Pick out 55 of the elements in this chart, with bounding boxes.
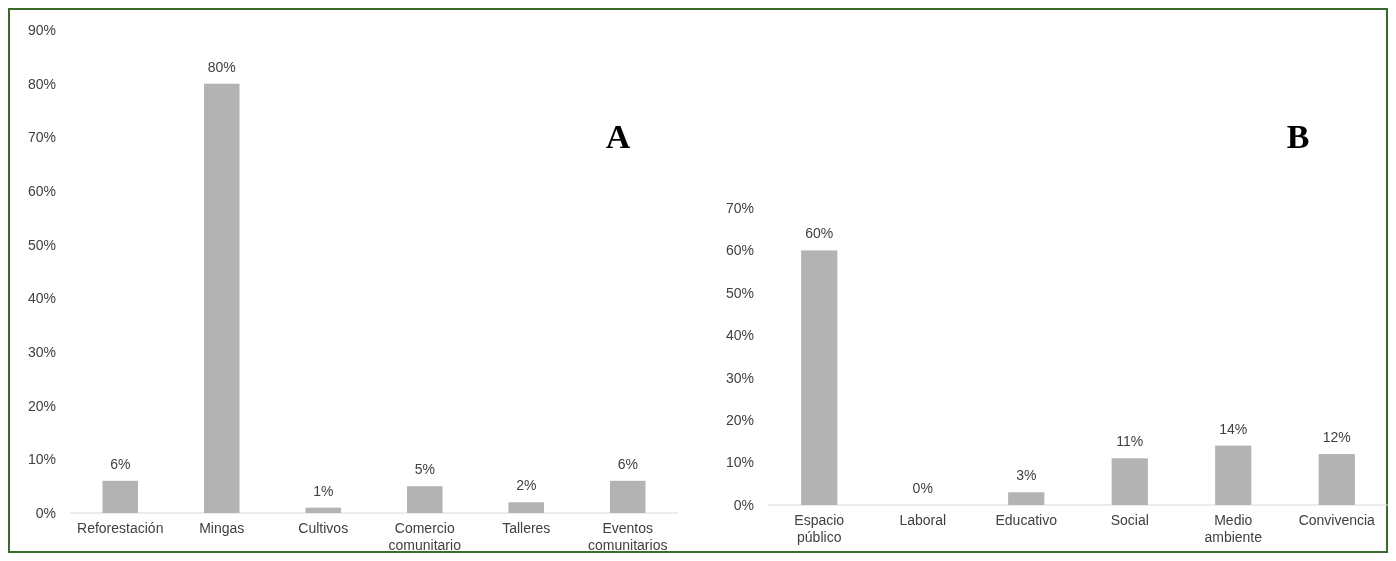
data-label: 0% [912, 480, 933, 496]
annotation: A [605, 118, 631, 155]
bar [102, 480, 139, 513]
data-label: 60% [805, 225, 834, 242]
bar [1215, 445, 1252, 505]
bar [1008, 492, 1045, 505]
data-label: 80% [207, 58, 236, 75]
y-tick-label: 10% [27, 451, 56, 468]
x-tick-label: Social [1110, 512, 1149, 528]
x-tick-label: Medio ambiente [1204, 512, 1263, 545]
x-tick-label: Talleres [502, 520, 551, 536]
bar [203, 83, 240, 513]
y-tick-label: 70% [27, 129, 56, 146]
bar [406, 486, 443, 513]
x-tick-label: Espacio público [794, 512, 845, 545]
x-tick-label: Eventos comunitarios [588, 520, 668, 553]
x-tick-label: Mingas [199, 520, 245, 536]
bar [305, 507, 342, 513]
y-tick-label: 20% [27, 397, 56, 414]
x-tick-label: Reforestación [77, 520, 164, 536]
y-tick-label: 20% [725, 412, 754, 429]
data-label: 14% [1219, 420, 1248, 437]
bar [801, 250, 838, 505]
y-tick-label: 70% [725, 199, 754, 216]
data-label: 5% [414, 461, 435, 478]
y-tick-label: 50% [27, 236, 56, 253]
y-tick-label: 30% [27, 343, 56, 360]
y-tick-label: 0% [35, 504, 56, 521]
x-tick-label: Cultivos [298, 520, 349, 536]
data-label: 3% [1016, 467, 1037, 484]
y-tick-label: 40% [725, 327, 754, 344]
y-tick-label: 0% [733, 496, 754, 513]
data-label: 6% [617, 455, 638, 472]
x-tick-label: Comercio comunitario [388, 520, 462, 553]
data-label: 12% [1322, 429, 1351, 446]
y-tick-label: 60% [27, 182, 56, 199]
bar [1111, 458, 1148, 505]
x-tick-label: Convivencia [1298, 512, 1376, 528]
y-tick-label: 30% [725, 369, 754, 386]
data-label: 6% [110, 455, 131, 472]
y-tick-label: 50% [725, 284, 754, 301]
y-tick-label: 10% [725, 454, 754, 471]
y-tick-label: 80% [27, 75, 56, 92]
x-tick-label: Laboral [899, 512, 947, 528]
y-tick-label: 90% [27, 21, 56, 38]
data-label: 11% [1116, 433, 1144, 450]
bar [609, 480, 646, 513]
data-label: 2% [516, 477, 537, 494]
bar [508, 502, 545, 513]
x-tick-label: Educativo [995, 512, 1058, 528]
data-label: 1% [313, 482, 334, 499]
text: B [1286, 118, 1310, 155]
y-tick-label: 60% [725, 242, 754, 259]
y-tick-label: 40% [27, 290, 56, 307]
bar [1318, 454, 1355, 505]
